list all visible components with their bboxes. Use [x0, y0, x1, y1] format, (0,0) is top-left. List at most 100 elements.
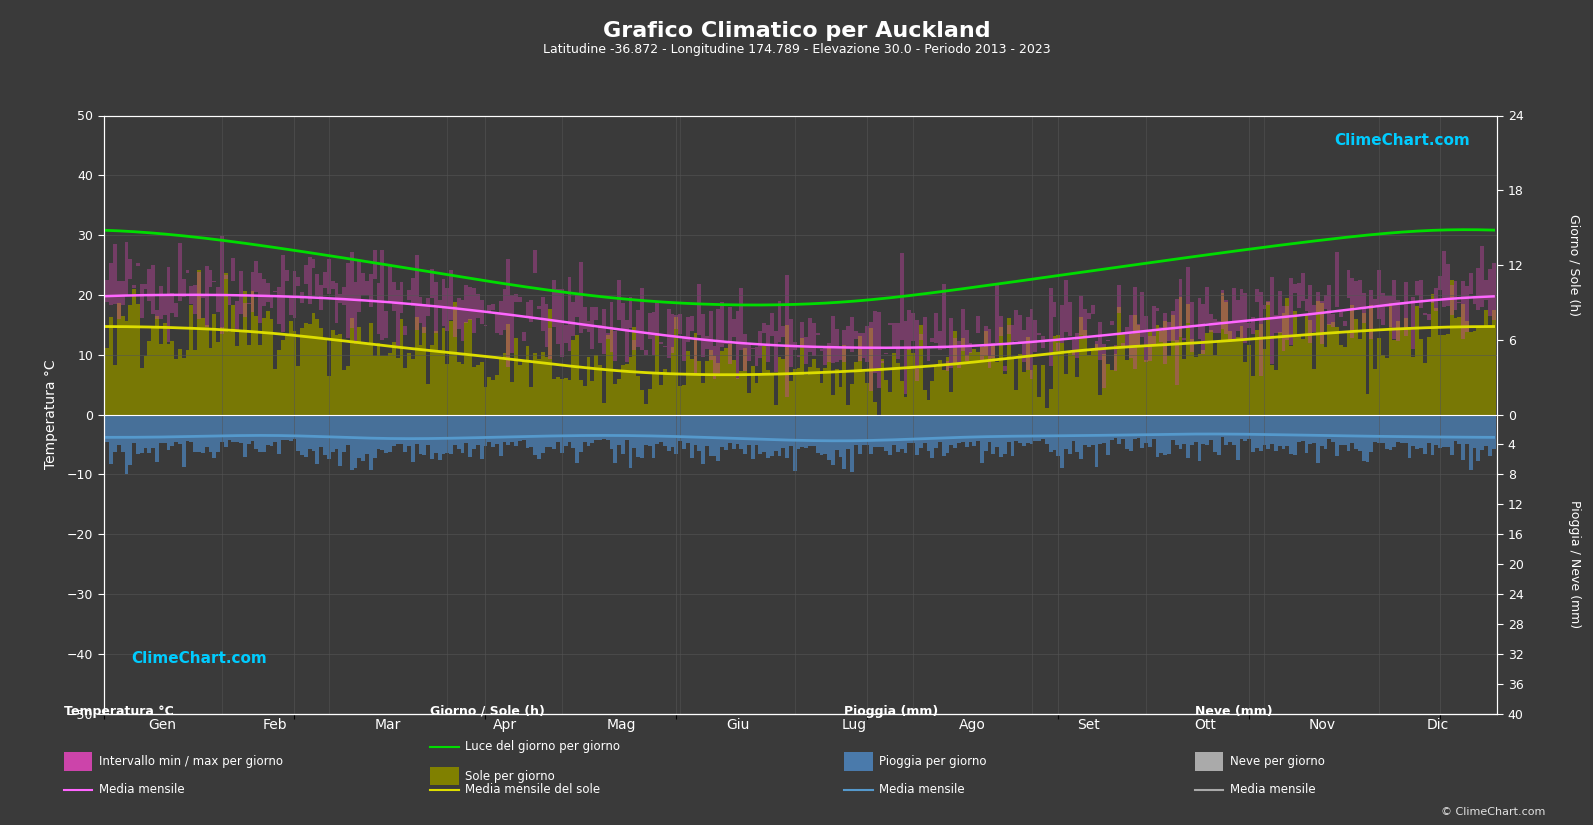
Bar — [116, 304, 121, 414]
Bar — [1305, 315, 1308, 414]
Bar — [1411, 357, 1415, 414]
Bar — [1258, 292, 1263, 376]
Bar — [1450, 285, 1453, 315]
Bar — [938, 360, 941, 414]
Bar — [319, 285, 323, 309]
Bar — [151, 414, 155, 448]
Bar — [129, 259, 132, 279]
Bar — [296, 276, 299, 286]
Bar — [766, 370, 769, 414]
Bar — [1453, 281, 1458, 309]
Bar — [758, 414, 763, 454]
Bar — [327, 376, 331, 414]
Bar — [1395, 321, 1400, 414]
Bar — [777, 357, 782, 414]
Bar — [1400, 330, 1403, 414]
Bar — [537, 414, 540, 460]
Bar — [350, 252, 354, 328]
Bar — [1340, 414, 1343, 445]
Bar — [594, 307, 597, 320]
Bar — [384, 311, 389, 337]
Bar — [342, 414, 346, 452]
Bar — [629, 357, 632, 414]
Bar — [865, 383, 870, 414]
Bar — [1316, 291, 1321, 314]
Bar — [479, 299, 484, 324]
Bar — [616, 280, 621, 320]
Bar — [362, 342, 365, 414]
Bar — [304, 323, 307, 414]
Bar — [1174, 340, 1179, 414]
Bar — [526, 346, 529, 414]
Bar — [777, 414, 782, 456]
Bar — [449, 321, 452, 414]
Bar — [1141, 414, 1144, 448]
Bar — [381, 250, 384, 340]
Bar — [231, 304, 236, 414]
Bar — [865, 327, 870, 362]
Bar — [1094, 341, 1098, 351]
Bar — [1125, 360, 1129, 414]
Bar — [220, 327, 225, 414]
Bar — [499, 414, 503, 456]
Bar — [338, 294, 342, 303]
Bar — [452, 302, 457, 414]
Bar — [648, 414, 652, 446]
Bar — [148, 269, 151, 301]
Bar — [1485, 414, 1488, 446]
Bar — [1171, 314, 1174, 414]
Bar — [586, 357, 591, 414]
Bar — [1316, 301, 1321, 414]
Bar — [193, 350, 198, 414]
Bar — [1225, 300, 1228, 334]
Bar — [1160, 414, 1163, 453]
Bar — [319, 328, 323, 414]
Bar — [1434, 288, 1438, 311]
Bar — [205, 414, 209, 446]
Bar — [269, 414, 274, 446]
Bar — [621, 365, 624, 414]
Bar — [1080, 317, 1083, 414]
Bar — [1045, 414, 1048, 444]
Bar — [632, 341, 636, 350]
Bar — [889, 323, 892, 325]
Bar — [484, 387, 487, 414]
Bar — [1086, 414, 1091, 447]
Bar — [441, 328, 446, 414]
Bar — [655, 333, 660, 414]
Bar — [914, 414, 919, 455]
Bar — [690, 359, 693, 414]
Bar — [572, 414, 575, 448]
Bar — [687, 351, 690, 414]
Bar — [384, 356, 389, 414]
Bar — [304, 414, 307, 457]
Bar — [110, 318, 113, 414]
Text: Latitudine -36.872 - Longitudine 174.789 - Elevazione 30.0 - Periodo 2013 - 2023: Latitudine -36.872 - Longitudine 174.789… — [543, 43, 1050, 56]
Bar — [132, 285, 135, 288]
Bar — [422, 414, 427, 455]
Bar — [299, 292, 304, 303]
Bar — [755, 384, 758, 414]
Bar — [438, 414, 441, 460]
Bar — [1042, 365, 1045, 414]
Bar — [736, 414, 739, 444]
Bar — [1477, 414, 1480, 461]
Bar — [414, 255, 419, 330]
Bar — [884, 380, 889, 414]
Bar — [1458, 302, 1461, 303]
Bar — [1266, 301, 1270, 305]
Bar — [346, 414, 350, 446]
Bar — [1121, 414, 1125, 439]
Bar — [876, 414, 881, 447]
Bar — [804, 414, 808, 448]
Bar — [212, 314, 217, 414]
Bar — [870, 322, 873, 391]
Bar — [143, 285, 148, 289]
Bar — [299, 414, 304, 455]
Bar — [392, 414, 395, 446]
Bar — [1354, 280, 1357, 307]
Bar — [354, 282, 357, 344]
Bar — [1274, 370, 1278, 414]
Bar — [110, 414, 113, 464]
Bar — [605, 414, 610, 440]
